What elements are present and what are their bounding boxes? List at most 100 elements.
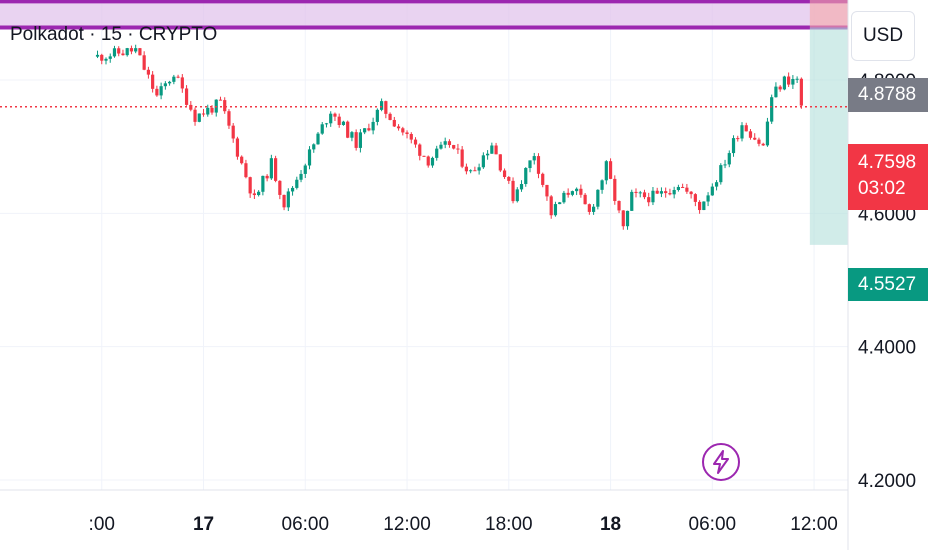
candle-body <box>117 48 121 54</box>
candle-body <box>782 76 786 90</box>
candle-body <box>380 101 384 110</box>
bar-countdown: 03:02 <box>858 178 906 199</box>
candle-body <box>108 56 112 59</box>
candle-body <box>261 175 265 192</box>
candle-body <box>672 189 676 195</box>
candle-body <box>795 78 799 80</box>
time-tick-label: :00 <box>89 514 115 535</box>
candle-body <box>693 194 697 202</box>
candle-body <box>617 200 621 211</box>
candle-body <box>787 76 791 85</box>
candle-body <box>575 188 579 192</box>
candle-body <box>269 158 273 179</box>
candle-body <box>630 191 634 211</box>
candle-body <box>316 133 320 145</box>
time-tick-label: 18 <box>600 514 621 535</box>
candle-body <box>257 191 261 196</box>
time-tick-label: 12:00 <box>790 514 838 535</box>
candle-body <box>447 141 452 146</box>
candle-body <box>418 144 422 156</box>
candle-body <box>706 195 710 202</box>
candle-body <box>740 125 744 139</box>
candle-body <box>329 113 333 124</box>
candle-body <box>363 128 367 133</box>
candle-body <box>210 107 214 113</box>
candle-body <box>299 173 303 180</box>
zone-price-badge: 4.8788 <box>848 78 928 112</box>
candle-body <box>655 190 659 194</box>
candle-body <box>748 131 753 138</box>
candle-body <box>714 182 719 187</box>
candle-body <box>477 167 481 171</box>
candle-body <box>481 155 485 168</box>
candle-body <box>125 48 129 56</box>
candle-body <box>469 170 473 172</box>
candle-body <box>528 160 532 169</box>
candle-body <box>778 86 782 90</box>
candle-body <box>668 193 672 195</box>
candle-body <box>435 148 439 158</box>
candle-body <box>731 138 736 154</box>
candle-body <box>430 157 435 166</box>
price-tick-label: 4.4000 <box>858 338 916 359</box>
candle-body <box>155 88 159 96</box>
candle-body <box>303 165 307 174</box>
candle-body <box>515 189 519 202</box>
candle-body <box>536 156 541 174</box>
candle-body <box>519 184 524 190</box>
candle-body <box>498 154 502 171</box>
currency-button[interactable]: USD <box>851 11 915 61</box>
candle-body <box>464 166 468 172</box>
candle-body <box>761 143 765 146</box>
candle-body <box>197 113 201 122</box>
plot-background <box>0 0 848 490</box>
lightning-button[interactable] <box>702 443 740 481</box>
candle-body <box>765 121 770 146</box>
candle-body <box>358 132 362 148</box>
short-position-projection[interactable] <box>809 0 848 245</box>
price-tick-label: 4.2000 <box>858 471 916 492</box>
candle-body <box>486 153 490 156</box>
candle-body <box>341 121 346 125</box>
candle-body <box>252 193 256 196</box>
candle-body <box>799 78 803 106</box>
candle-body <box>235 138 240 157</box>
candle-body <box>100 54 104 61</box>
candle-body <box>413 139 418 145</box>
candle-body <box>524 168 528 185</box>
target-area[interactable] <box>809 27 848 245</box>
candle-body <box>570 191 574 195</box>
candle-body <box>562 192 566 203</box>
candle-body <box>494 145 498 155</box>
candle-body <box>146 69 150 75</box>
candle-body <box>553 204 558 216</box>
candle-body <box>350 132 354 138</box>
stop-area[interactable] <box>809 0 848 28</box>
candle-body <box>638 192 642 194</box>
candle-body <box>375 109 379 122</box>
candle-body <box>223 100 227 112</box>
last-price-badge: 4.7598 03:02 <box>848 144 928 210</box>
candle-body <box>791 78 795 85</box>
candle-body <box>685 187 689 192</box>
candle-body <box>456 148 460 150</box>
time-tick-label: 06:00 <box>282 514 330 535</box>
candles <box>95 44 803 230</box>
candle-body <box>163 83 167 87</box>
candle-body <box>159 86 163 96</box>
candle-body <box>634 191 638 193</box>
time-tick-label: 06:00 <box>689 514 737 535</box>
candle-body <box>566 192 570 195</box>
candle-body <box>579 188 583 195</box>
candle-body <box>278 180 282 195</box>
candle-body <box>689 191 693 195</box>
time-tick-label: 18:00 <box>485 514 533 535</box>
candle-body <box>426 156 430 166</box>
candle-body <box>647 197 651 203</box>
candle-body <box>168 81 172 84</box>
candle-body <box>659 191 664 194</box>
time-axis[interactable]: :00 17 06:00 12:00 18:00 18 06:00 12:00 <box>89 514 838 535</box>
candle-body <box>600 180 604 190</box>
candle-body <box>240 156 244 164</box>
